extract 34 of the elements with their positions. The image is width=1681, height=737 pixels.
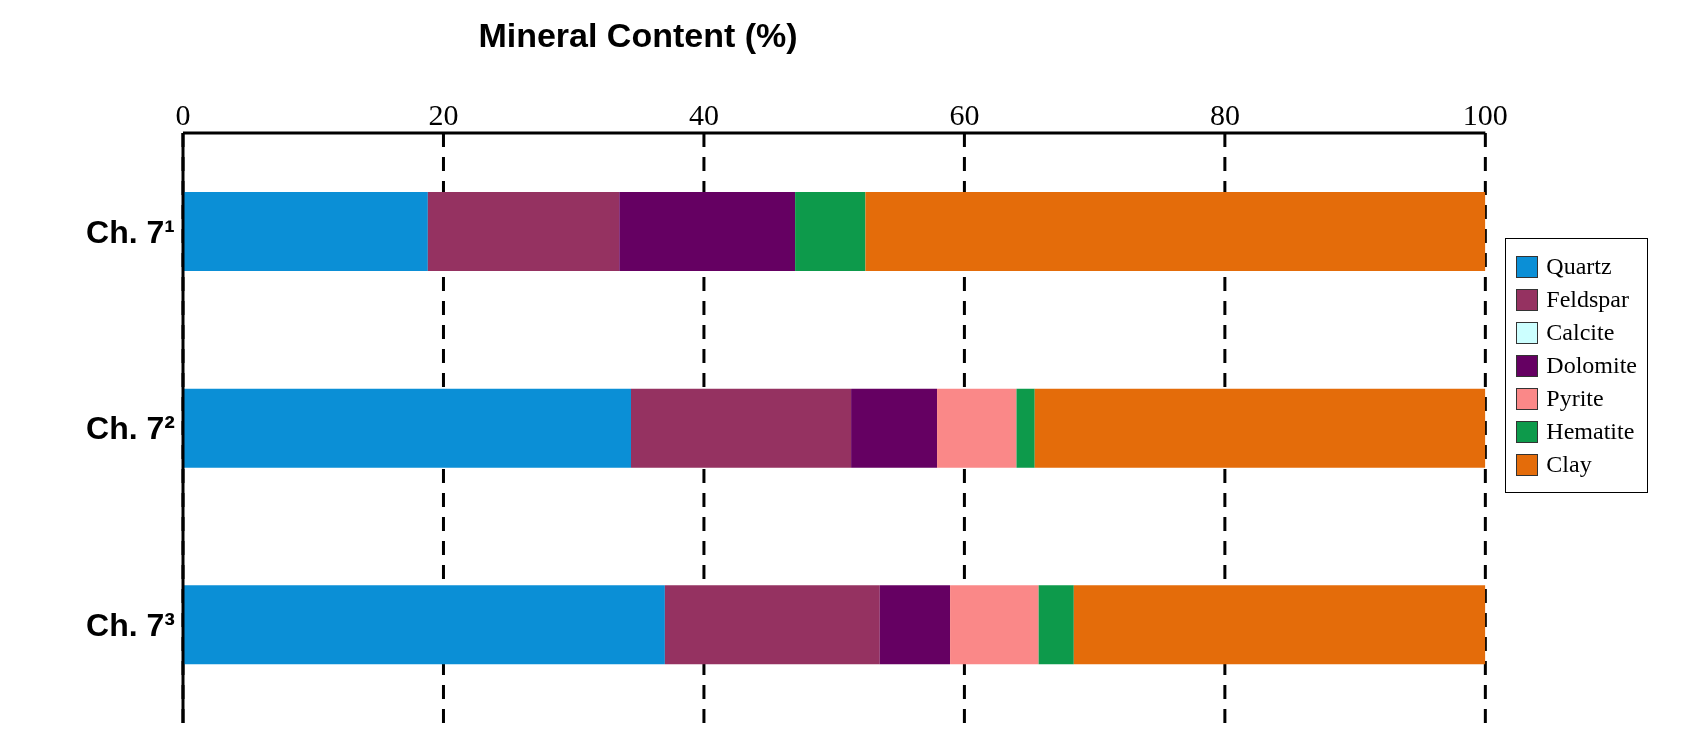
x-tick-label: 40 (688, 98, 719, 131)
legend-label: Hematite (1546, 418, 1635, 445)
x-tick-label: 100 (1462, 98, 1508, 131)
bar (631, 388, 852, 468)
y-tick-label: Ch. 7¹ (86, 213, 175, 250)
bar (851, 388, 938, 468)
bar (795, 192, 866, 271)
bar (879, 585, 951, 665)
bar (664, 585, 880, 665)
x-tick-label: 80 (1209, 98, 1240, 131)
legend-label: Feldspar (1546, 286, 1629, 313)
y-tick-label: Ch. 7² (86, 410, 175, 447)
legend-label: Pyrite (1546, 385, 1604, 412)
bar (619, 192, 796, 271)
bar (950, 585, 1039, 665)
bar (1038, 585, 1074, 665)
bar (1016, 388, 1035, 468)
x-tick-label: 0 (175, 98, 191, 131)
legend-label: Quartz (1546, 253, 1612, 280)
bar (865, 192, 1486, 271)
bar (427, 192, 620, 271)
legend-label: Calcite (1546, 319, 1615, 346)
bar (1034, 388, 1486, 468)
x-tick-label: 60 (949, 98, 980, 131)
legend-label: Dolomite (1546, 352, 1637, 379)
chart-title: Mineral Content (%) (477, 16, 799, 55)
legend-label: Clay (1546, 451, 1592, 478)
bar (937, 388, 1017, 468)
bar (183, 192, 428, 271)
bar (183, 585, 665, 665)
y-tick-label: Ch. 7³ (86, 607, 175, 644)
bar (183, 388, 632, 468)
bar (1073, 585, 1486, 665)
x-tick-label: 20 (428, 98, 459, 131)
